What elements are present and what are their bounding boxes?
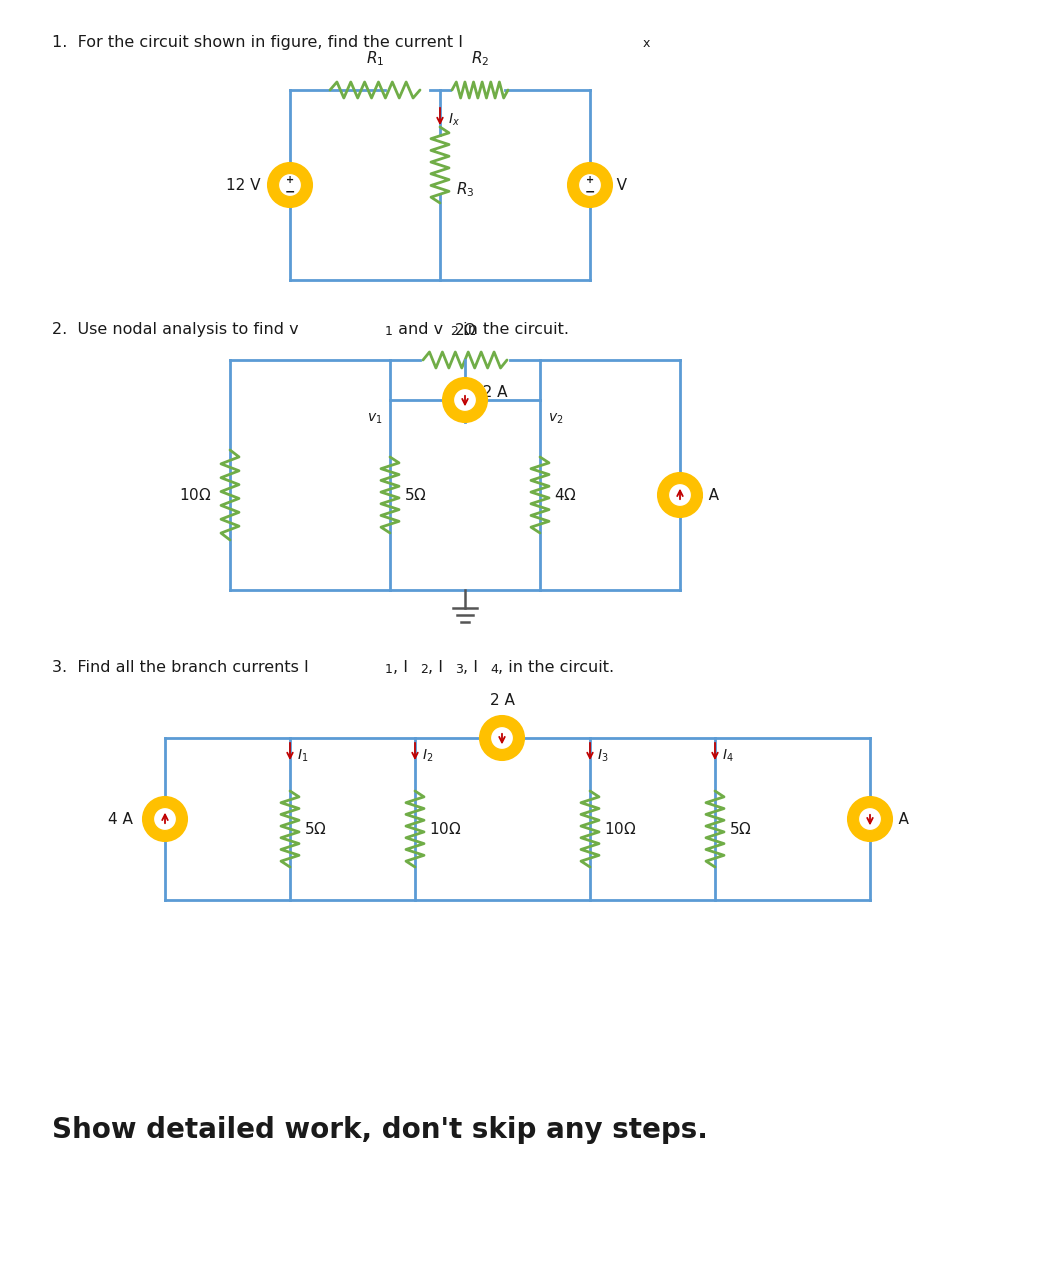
Text: $R_2$: $R_2$ [471, 50, 490, 68]
Text: $I_1$: $I_1$ [296, 748, 308, 764]
Text: , I: , I [428, 660, 443, 675]
Text: $5\Omega$: $5\Omega$ [729, 820, 752, 837]
Text: 2.  Use nodal analysis to find v: 2. Use nodal analysis to find v [52, 323, 299, 337]
Text: , I: , I [393, 660, 408, 675]
Text: , I: , I [462, 660, 478, 675]
Text: $10\Omega$: $10\Omega$ [604, 820, 637, 837]
Text: $v_2$: $v_2$ [548, 412, 564, 426]
Text: $4\Omega$: $4\Omega$ [554, 486, 577, 503]
Text: $I_x$: $I_x$ [448, 111, 460, 128]
Text: 3: 3 [455, 663, 462, 676]
Circle shape [668, 484, 691, 507]
Text: Show detailed work, don't skip any steps.: Show detailed work, don't skip any steps… [52, 1116, 708, 1144]
Text: 4: 4 [490, 663, 498, 676]
Text: +: + [586, 175, 594, 186]
Text: 3.  Find all the branch currents I: 3. Find all the branch currents I [52, 660, 309, 675]
Circle shape [153, 808, 176, 831]
Text: in the circuit.: in the circuit. [458, 323, 569, 337]
Circle shape [491, 727, 514, 750]
Circle shape [858, 808, 881, 831]
Text: $10\Omega$: $10\Omega$ [180, 486, 212, 503]
Text: 9 V: 9 V [602, 178, 627, 192]
Circle shape [279, 174, 302, 196]
Text: 1: 1 [385, 325, 393, 338]
Text: , in the circuit.: , in the circuit. [498, 660, 614, 675]
Text: 1.  For the circuit shown in figure, find the current I: 1. For the circuit shown in figure, find… [52, 35, 462, 50]
Circle shape [658, 474, 702, 517]
Text: $I_2$: $I_2$ [422, 748, 433, 764]
Text: −: − [285, 186, 295, 198]
Text: 6 A: 6 A [694, 488, 719, 503]
Text: $10\Omega$: $10\Omega$ [429, 820, 461, 837]
Text: 1: 1 [385, 663, 393, 676]
Circle shape [268, 163, 312, 207]
Circle shape [143, 797, 187, 841]
Text: $R_1$: $R_1$ [365, 50, 384, 68]
Circle shape [568, 163, 612, 207]
Text: 12 A: 12 A [473, 385, 507, 401]
Text: $R_3$: $R_3$ [456, 180, 474, 200]
Text: and v: and v [393, 323, 443, 337]
Text: $I_4$: $I_4$ [722, 748, 734, 764]
Text: x: x [643, 37, 650, 50]
Text: 5 A: 5 A [884, 812, 909, 827]
Circle shape [480, 716, 524, 760]
Text: $5\Omega$: $5\Omega$ [404, 486, 427, 503]
Text: +: + [286, 175, 294, 186]
Text: $I_3$: $I_3$ [597, 748, 609, 764]
Text: 2: 2 [420, 663, 428, 676]
Circle shape [443, 378, 487, 422]
Text: $5\Omega$: $5\Omega$ [304, 820, 327, 837]
Text: $v_1$: $v_1$ [366, 412, 382, 426]
Text: 2 A: 2 A [490, 692, 515, 708]
Text: 4 A: 4 A [109, 812, 133, 827]
Circle shape [578, 174, 601, 196]
Circle shape [453, 389, 476, 411]
Text: $2\Omega$: $2\Omega$ [453, 323, 476, 338]
Text: −: − [585, 186, 595, 198]
Circle shape [848, 797, 892, 841]
Text: 2: 2 [450, 325, 458, 338]
Text: 12 V: 12 V [226, 178, 260, 192]
